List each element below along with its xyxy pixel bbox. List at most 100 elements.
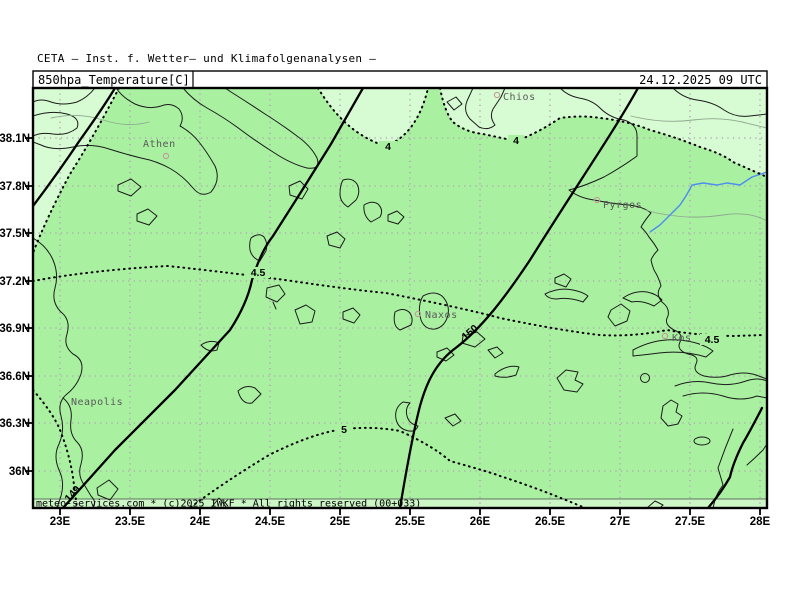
geopotential-contours: [33, 88, 764, 508]
admin-border-anatolia-south: [644, 209, 767, 222]
lat-label: 36.9N: [0, 323, 30, 335]
valid-datetime: 24.12.2025 09 UTC: [639, 73, 762, 87]
city-marker-pyrgos: [593, 196, 601, 204]
island-salamis: [117, 178, 142, 197]
lon-axis-labels: 23E 23.5E 24E 24.5E 25E 25.5E 26E 26.5E …: [50, 516, 771, 528]
lon-label: 26.5E: [535, 516, 565, 528]
temperature-contours: [33, 88, 767, 508]
island-rhodes-west: [712, 428, 734, 508]
island-ikaria: [544, 288, 589, 303]
island-symi: [660, 399, 683, 427]
island-kos: [632, 339, 714, 358]
island-syros: [326, 231, 346, 249]
coastline-gulf-peninsula: [33, 111, 79, 137]
lat-label: 37.2N: [0, 276, 30, 288]
island-tip-south: [210, 497, 228, 508]
island-rhodes-east: [746, 443, 767, 466]
admin-border-anatolia-north: [630, 115, 767, 129]
contour-4c-bowl: [317, 88, 429, 148]
lat-label: 36.6N: [0, 371, 30, 383]
place-label-athen: Athen: [143, 139, 176, 150]
geopot-line-149: [61, 88, 365, 508]
contour-4c-east: [439, 88, 767, 178]
admin-border-attica: [50, 115, 150, 125]
credit-text: meteo-services.com * (c)2025 IWKF * All …: [36, 499, 421, 510]
island-naxos: [418, 292, 449, 330]
label-bg: [246, 267, 270, 278]
city-marker-naxos: [414, 310, 422, 318]
admin-borders: [50, 115, 767, 222]
contour-label-4-west: 4: [385, 141, 391, 153]
geopot-line-150: [398, 88, 640, 508]
contour-label-4p5-east: 4.5: [705, 334, 720, 346]
coastline-anatolia-north: [672, 88, 767, 117]
island-ios: [436, 347, 455, 362]
place-label-kos: Kos: [672, 333, 692, 344]
island-tinos: [363, 201, 383, 223]
map-frame: [31, 86, 769, 510]
lon-label: 27E: [610, 516, 631, 528]
islet-round: [640, 373, 650, 383]
island-milos: [237, 386, 262, 404]
coastline-cape-malea: [62, 397, 96, 508]
coastline-anatolia: [559, 88, 767, 380]
label-bg: [336, 424, 352, 435]
coastline-datca: [674, 378, 767, 387]
map-area: 4 4 4.5 4.5 5 149 150 Athen Chios Pyrgos…: [33, 88, 767, 510]
city-marker-chios: [493, 91, 501, 99]
coastline-attica: [33, 88, 218, 195]
contour-4c-northwest: [33, 88, 120, 254]
institute-header: CETA – Inst. f. Wetter– und Klimafolgena…: [37, 52, 376, 65]
lon-label: 25.5E: [395, 516, 425, 528]
city-marker-athen: [162, 152, 170, 160]
contour-label-4-east: 4: [513, 135, 519, 147]
contour-label-4p5-west: 4.5: [251, 267, 266, 279]
island-samos: [622, 291, 663, 307]
lon-label: 23.5E: [115, 516, 145, 528]
island-psara: [446, 96, 463, 111]
island-kythnos: [249, 234, 268, 262]
island-small-2: [487, 346, 504, 359]
island-sifnos: [294, 304, 316, 325]
island-paros: [393, 309, 413, 331]
island-amorgos: [494, 365, 520, 378]
island-seriphos: [265, 284, 286, 310]
island-tip-karpathos: [646, 500, 664, 508]
island-paros-small: [342, 307, 361, 324]
lat-label: 37.5N: [0, 228, 30, 240]
sea-land-base: [33, 88, 767, 508]
coastline-gulf-north: [33, 88, 96, 105]
island-mykonos: [387, 210, 405, 225]
cold-region-northeast: [440, 88, 767, 177]
lon-label: 24.5E: [255, 516, 285, 528]
lon-label: 27.5E: [675, 516, 705, 528]
island-hydra: [200, 340, 220, 352]
island-andros: [339, 178, 360, 208]
cold-air-shading: [33, 88, 767, 253]
product-title: 850hpa_Temperature[C]: [38, 73, 190, 87]
river-line: [649, 171, 767, 233]
island-kea: [288, 180, 309, 200]
island-kythira: [96, 479, 119, 501]
lat-label: 36.3N: [0, 418, 30, 430]
contour-4p5c: [33, 264, 766, 338]
coastline-evia: [182, 88, 319, 169]
label-bg: [379, 141, 397, 152]
contour-dotted-southwest: [33, 389, 78, 508]
island-anafi: [444, 413, 462, 427]
coastline-peloponnese: [33, 237, 83, 508]
island-kalymnos: [607, 303, 631, 327]
lat-label: 36N: [9, 466, 30, 478]
lat-label: 38.1N: [0, 133, 30, 145]
axis-ticks: [25, 137, 761, 515]
place-label-neapolis: Neapolis: [71, 397, 123, 408]
lon-label: 26E: [470, 516, 491, 528]
coastline-datca-south: [682, 392, 767, 400]
city-marker-kos: [661, 332, 669, 340]
island-astypalaia: [556, 369, 584, 393]
contour-label-5: 5: [341, 424, 347, 436]
island-chios: [465, 88, 506, 130]
lon-label: 25E: [330, 516, 351, 528]
island-aegina: [136, 208, 158, 226]
